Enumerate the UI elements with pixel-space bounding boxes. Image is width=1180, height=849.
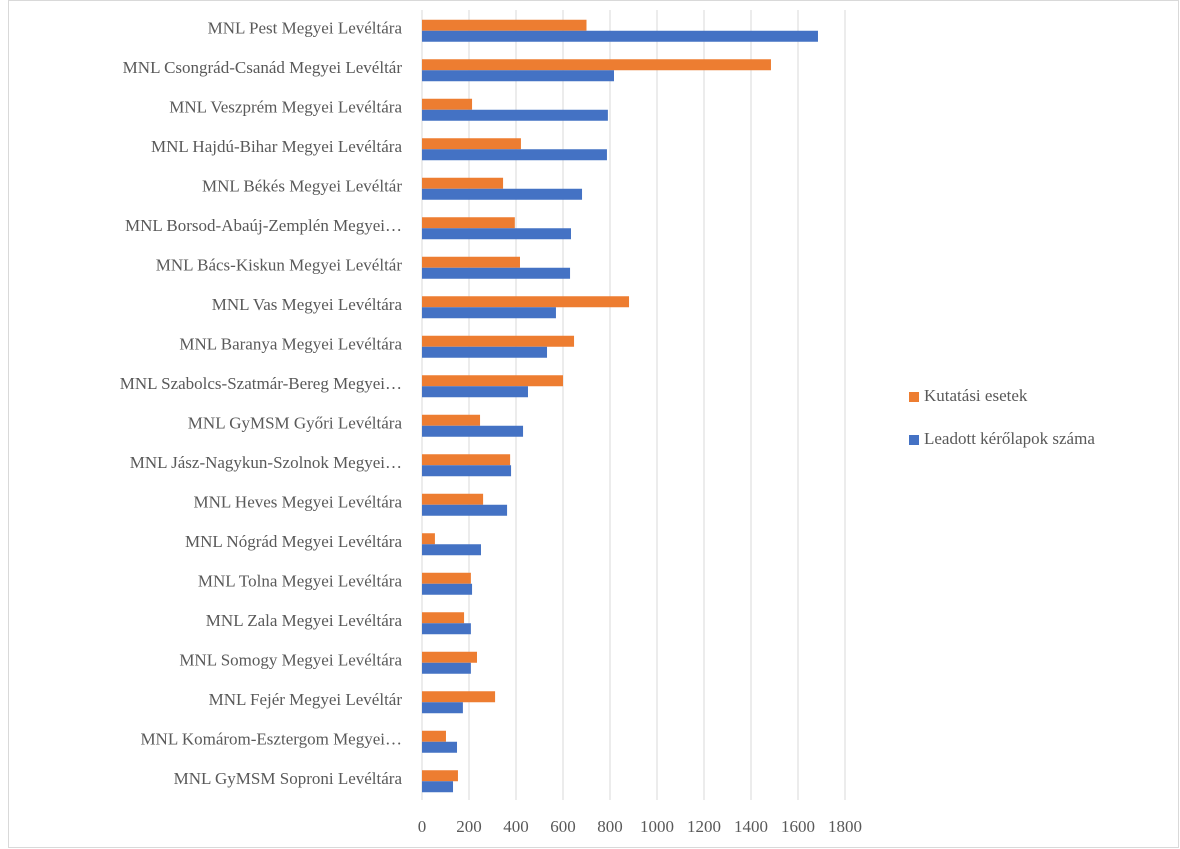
- y-tick-label: MNL Tolna Megyei Levéltára: [198, 572, 403, 591]
- bar: [422, 691, 496, 703]
- x-tick-label: 0: [418, 817, 427, 836]
- bar: [422, 414, 481, 426]
- bar: [422, 177, 504, 189]
- y-tick-label: MNL Veszprém Megyei Levéltára: [169, 98, 402, 117]
- bar: [422, 533, 435, 545]
- bar: [422, 465, 512, 477]
- legend-swatch: [909, 392, 919, 402]
- y-tick-label: MNL Szabolcs-Szatmár-Bereg Megyei…: [120, 374, 402, 393]
- y-tick-label: MNL Baranya Megyei Levéltára: [179, 335, 402, 354]
- bar: [422, 730, 446, 742]
- x-tick-label: 1800: [828, 817, 862, 836]
- x-tick-label: 800: [597, 817, 623, 836]
- bar: [422, 454, 511, 466]
- bar: [422, 386, 528, 398]
- bar: [422, 307, 556, 319]
- bar: [422, 623, 471, 635]
- bar: [422, 572, 471, 584]
- x-tick-label: 400: [503, 817, 529, 836]
- x-tick-label: 1600: [781, 817, 815, 836]
- y-tick-label: MNL Nógrád Megyei Levéltára: [185, 532, 402, 551]
- bar: [422, 109, 608, 121]
- bar: [422, 346, 548, 358]
- legend-label: Kutatási esetek: [924, 386, 1028, 405]
- bar: [422, 70, 614, 82]
- bar: [422, 770, 458, 782]
- bar: [422, 702, 463, 714]
- bar: [422, 781, 454, 793]
- legend-swatch: [909, 435, 919, 445]
- legend-label: Leadott kérőlapok száma: [924, 429, 1095, 448]
- y-tick-label: MNL Hajdú-Bihar Megyei Levéltára: [151, 137, 402, 156]
- bar: [422, 493, 484, 505]
- x-tick-label: 1400: [734, 817, 768, 836]
- y-tick-label: MNL Borsod-Abaúj-Zemplén Megyei…: [125, 216, 402, 235]
- bar: [422, 504, 508, 516]
- y-tick-label: MNL Jász-Nagykun-Szolnok Megyei…: [130, 453, 402, 472]
- x-tick-label: 1200: [687, 817, 721, 836]
- bar: [422, 296, 630, 308]
- bar: [422, 30, 818, 42]
- x-tick-label: 200: [456, 817, 482, 836]
- bar: [422, 98, 473, 110]
- bar: [422, 651, 477, 663]
- bar: [422, 544, 481, 556]
- bar: [422, 217, 515, 229]
- bar: [422, 228, 571, 240]
- y-tick-label: MNL Békés Megyei Levéltár: [202, 177, 402, 196]
- bar: [422, 662, 471, 674]
- y-tick-label: MNL Fejér Megyei Levéltár: [209, 690, 403, 709]
- bar: [422, 149, 607, 161]
- bar: [422, 19, 587, 31]
- y-tick-label: MNL GyMSM Győri Levéltára: [188, 414, 403, 433]
- y-tick-label: MNL Pest Megyei Levéltára: [208, 19, 403, 38]
- bar: [422, 612, 465, 624]
- y-tick-label: MNL Csongrád-Csanád Megyei Levéltár: [123, 58, 403, 77]
- y-tick-label: MNL Zala Megyei Levéltára: [206, 611, 403, 630]
- bar: [422, 138, 521, 150]
- bar: [422, 741, 458, 753]
- bar: [422, 335, 575, 347]
- chart-frame: [8, 0, 1179, 848]
- bar: [422, 583, 473, 595]
- bar: [422, 267, 571, 279]
- bar: [422, 375, 563, 387]
- y-tick-label: MNL GyMSM Soproni Levéltára: [174, 769, 403, 788]
- y-tick-label: MNL Komárom-Esztergom Megyei…: [140, 730, 402, 749]
- x-tick-label: 600: [550, 817, 576, 836]
- y-tick-label: MNL Heves Megyei Levéltára: [194, 493, 403, 512]
- x-tick-label: 1000: [640, 817, 674, 836]
- y-tick-label: MNL Bács-Kiskun Megyei Levéltár: [156, 256, 403, 275]
- y-tick-label: MNL Vas Megyei Levéltára: [212, 295, 403, 314]
- bar: [422, 256, 520, 268]
- y-tick-label: MNL Somogy Megyei Levéltára: [179, 651, 402, 670]
- bar: [422, 188, 583, 200]
- bar: [422, 59, 771, 71]
- bar: [422, 425, 524, 437]
